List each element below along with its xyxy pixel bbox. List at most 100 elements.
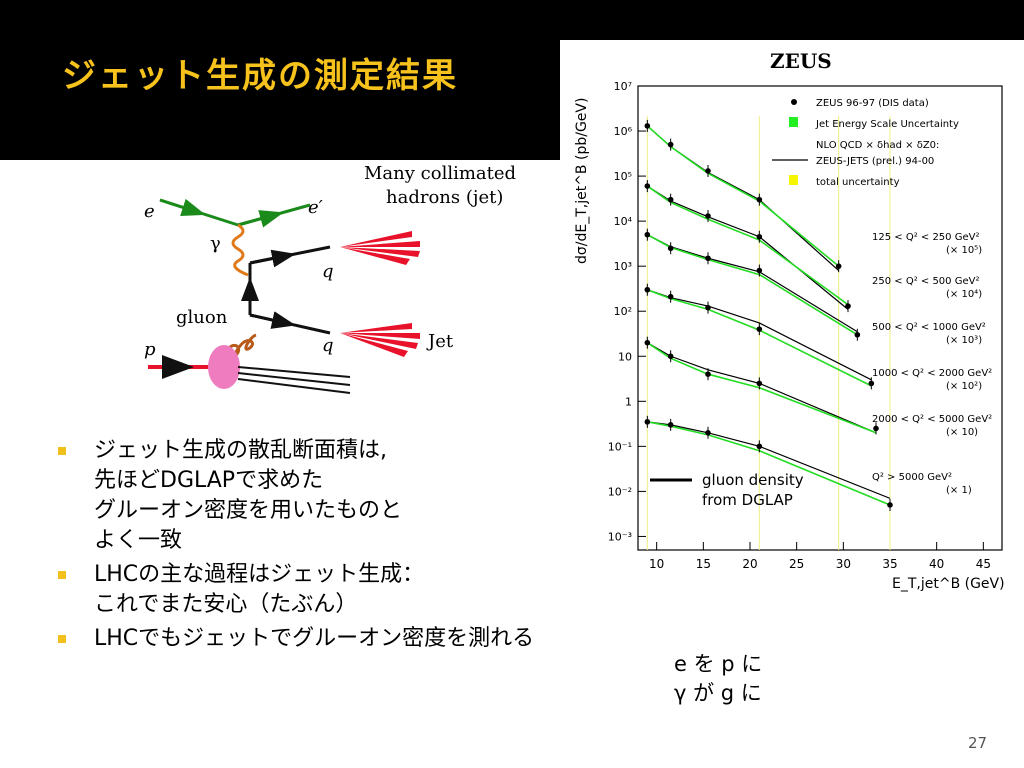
- zeus-cross-section-chart: ZEUS dσ/dE_T,jet^B (pb/GeV) E_T,jet^B (G…: [574, 49, 1005, 592]
- data-point: [756, 443, 763, 450]
- data-point: [756, 267, 763, 274]
- data-point: [644, 419, 651, 425]
- data-point: [667, 293, 674, 300]
- series-model-line: [647, 234, 858, 333]
- legend-marker: [789, 117, 798, 127]
- data-point: [854, 331, 861, 338]
- label-gluon: gluon: [176, 307, 228, 328]
- y-tick-label: 10⁻³: [608, 530, 632, 543]
- x-tick-label: 20: [742, 557, 757, 571]
- series-label: Q² > 5000 GeV²: [872, 472, 952, 483]
- x-tick-label: 35: [882, 557, 897, 571]
- data-point: [835, 263, 842, 269]
- legend-marker: [791, 99, 797, 105]
- data-point: [756, 326, 763, 332]
- series-scale-label: (× 10⁵): [946, 245, 982, 256]
- label-e: e: [144, 201, 155, 222]
- data-point: [756, 233, 763, 240]
- label-jet: Jet: [426, 331, 454, 352]
- data-point: [705, 429, 711, 436]
- legend-label: NLO QCD × δhad × δZ0:: [816, 140, 939, 151]
- bullet-marker: [58, 571, 66, 579]
- photon-line: [231, 223, 249, 277]
- side-note-line-1: e を p に: [674, 652, 763, 676]
- jet-lower: [340, 323, 420, 357]
- data-point: [667, 196, 674, 203]
- side-note: e を p に γ が g に: [674, 650, 762, 708]
- gluon-legend-label: gluon density: [702, 471, 804, 489]
- legend-label: Jet Energy Scale Uncertainty: [815, 119, 959, 130]
- label-p: p: [144, 339, 156, 360]
- x-tick-label: 30: [836, 557, 851, 571]
- bullet-marker: [58, 635, 66, 643]
- bullet-line: よく一致: [94, 528, 183, 553]
- data-point: [644, 231, 651, 238]
- data-point: [705, 304, 711, 311]
- data-point: [644, 339, 651, 346]
- slide-title: ジェット生成の測定結果: [62, 56, 458, 96]
- y-tick-label: 10⁶: [614, 125, 633, 138]
- label-e-prime: e′: [308, 197, 323, 218]
- data-point: [644, 286, 651, 293]
- label-quark-lower: q: [322, 335, 334, 356]
- series-scale-label: (× 1): [946, 485, 972, 496]
- series-label: 1000 < Q² < 2000 GeV²: [872, 368, 992, 379]
- y-tick-label: 10³: [614, 260, 632, 273]
- legend-label: ZEUS-JETS (prel.) 94-00: [816, 156, 934, 167]
- quark-lower-arrow: [249, 311, 296, 329]
- feynman-diagram: e e′ γ q q gluon p Jet Many collimated h…: [144, 163, 516, 394]
- series-scale-label: (× 10²): [946, 381, 982, 392]
- data-point: [887, 502, 893, 508]
- jet-caption-line1: Many collimated: [364, 163, 516, 184]
- x-tick-label: 25: [789, 557, 804, 571]
- series-scale-label: (× 10³): [946, 335, 982, 346]
- label-gamma: γ: [210, 233, 221, 254]
- y-tick-label: 10²: [614, 305, 632, 318]
- x-tick-label: 10: [649, 557, 664, 571]
- quark-upper-arrow: [249, 249, 296, 268]
- x-tick-label: 45: [976, 557, 991, 571]
- y-tick-label: 10⁴: [614, 215, 633, 228]
- remnant-line-3: [237, 378, 351, 394]
- bullet-line: グルーオン密度を用いたものと: [94, 498, 403, 523]
- series-jes-band: [646, 342, 877, 434]
- data-point: [705, 371, 711, 377]
- legend-marker: [789, 175, 798, 185]
- gluon-legend-label: from DGLAP: [702, 491, 793, 509]
- chart-ylabel: dσ/dE_T,jet^B (pb/GeV): [574, 98, 590, 264]
- electron-out-arrow: [237, 210, 284, 228]
- bullet-item: ジェット生成の散乱断面積は, 先ほどDGLAPで求めた グルーオン密度を用いたも…: [58, 436, 668, 556]
- data-point: [644, 123, 651, 129]
- side-note-line-2: γ が g に: [674, 681, 762, 705]
- bullet-line: LHCの主な過程はジェット生成：: [94, 562, 425, 587]
- bullet-item: LHCでもジェットでグルーオン密度を測れる: [58, 624, 668, 654]
- bullet-line: これでまた安心（たぶん）: [94, 592, 358, 617]
- remnant-line-1: [237, 366, 351, 378]
- y-tick-label: 10: [618, 350, 632, 363]
- data-point: [667, 245, 674, 252]
- bullet-marker: [58, 447, 66, 455]
- bullet-line: 先ほどDGLAPで求めた: [94, 468, 324, 493]
- series-label: 2000 < Q² < 5000 GeV²: [872, 414, 992, 425]
- remnant-line-2: [237, 372, 351, 386]
- proton-blob: [208, 345, 240, 389]
- series-label: 125 < Q² < 250 GeV²: [872, 232, 979, 243]
- bullet-item: LHCの主な過程はジェット生成： これでまた安心（たぶん）: [58, 560, 668, 620]
- data-point: [705, 213, 711, 219]
- legend-label: ZEUS 96-97 (DIS data): [816, 98, 929, 109]
- series-jes-band: [646, 233, 858, 336]
- data-point: [667, 422, 674, 428]
- data-point: [705, 255, 711, 262]
- page-number: 27: [968, 734, 988, 752]
- data-point: [705, 168, 711, 174]
- x-tick-label: 40: [929, 557, 944, 571]
- electron-in-arrow: [159, 198, 206, 216]
- y-tick-label: 1: [625, 395, 632, 408]
- data-point: [845, 303, 851, 309]
- data-point: [756, 196, 763, 203]
- series-label: 500 < Q² < 1000 GeV²: [872, 322, 986, 333]
- series-label: 250 < Q² < 500 GeV²: [872, 276, 979, 287]
- plot-frame: [637, 85, 1003, 551]
- y-tick-label: 10⁻²: [608, 485, 632, 498]
- gluon-line: [224, 333, 257, 358]
